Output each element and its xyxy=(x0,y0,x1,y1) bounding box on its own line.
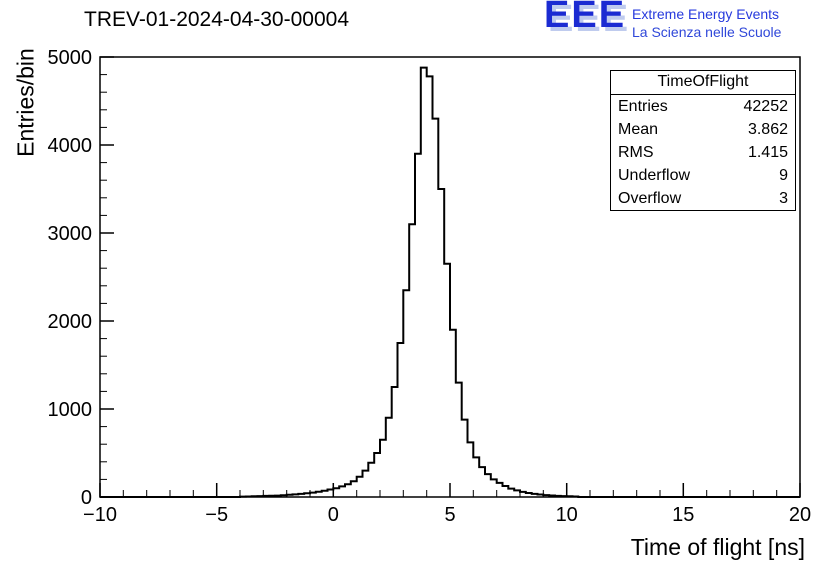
svg-text:5: 5 xyxy=(444,504,455,526)
stat-value: 42252 xyxy=(743,98,789,115)
stat-value: 9 xyxy=(779,167,788,184)
eee-logo-text: EEE xyxy=(544,0,627,36)
svg-text:−10: −10 xyxy=(83,504,117,526)
stats-row-mean: Mean 3.862 xyxy=(611,118,795,141)
svg-text:0: 0 xyxy=(328,504,339,526)
svg-text:2000: 2000 xyxy=(48,311,93,333)
svg-text:20: 20 xyxy=(789,504,811,526)
y-axis-title: Entries/bin xyxy=(12,48,39,157)
svg-text:10: 10 xyxy=(556,504,578,526)
stats-row-rms: RMS 1.415 xyxy=(611,141,795,164)
svg-text:0: 0 xyxy=(81,487,92,509)
svg-text:15: 15 xyxy=(672,504,694,526)
svg-text:5000: 5000 xyxy=(48,47,93,69)
stat-label: Overflow xyxy=(618,190,682,207)
stat-value: 3 xyxy=(779,190,788,207)
axis-tick-labels: −10 −5 0 5 10 15 20 0 1000 2000 3000 4000 5000 xyxy=(48,47,812,526)
stat-label: RMS xyxy=(618,144,654,161)
svg-text:3000: 3000 xyxy=(48,223,93,245)
stat-label: Underflow xyxy=(618,167,691,184)
svg-text:−5: −5 xyxy=(205,504,228,526)
eee-logo-line1: Extreme Energy Events xyxy=(632,6,780,22)
x-axis-title: Time of flight [ns] xyxy=(630,534,805,560)
stats-row-underflow: Underflow 9 xyxy=(611,164,795,187)
stat-label: Mean xyxy=(618,121,659,138)
svg-text:4000: 4000 xyxy=(48,135,93,157)
stats-row-entries: Entries 42252 xyxy=(611,95,795,118)
stat-value: 3.862 xyxy=(747,121,788,138)
histogram-line xyxy=(100,66,800,498)
stat-value: 1.415 xyxy=(747,144,788,161)
stats-row-overflow: Overflow 3 xyxy=(611,187,795,210)
stats-title: TimeOfFlight xyxy=(611,71,795,95)
eee-logo-line2: La Scienza nelle Scuole xyxy=(632,24,782,40)
plot-title: TREV-01-2024-04-30-00004 xyxy=(84,8,350,31)
stats-box: TimeOfFlight Entries 42252 Mean 3.862 RM… xyxy=(610,70,796,211)
stat-label: Entries xyxy=(618,98,668,115)
svg-text:1000: 1000 xyxy=(48,399,93,421)
eee-logo: EEE Extreme Energy Events La Scienza nel… xyxy=(544,0,834,48)
